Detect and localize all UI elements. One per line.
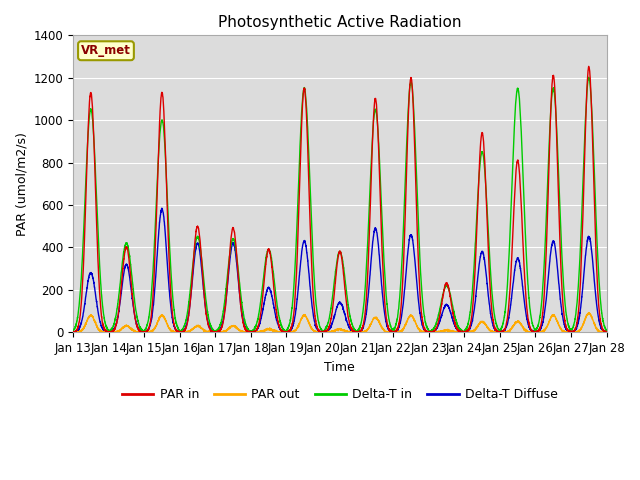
Text: VR_met: VR_met bbox=[81, 44, 131, 57]
Y-axis label: PAR (umol/m2/s): PAR (umol/m2/s) bbox=[15, 132, 28, 236]
Legend: PAR in, PAR out, Delta-T in, Delta-T Diffuse: PAR in, PAR out, Delta-T in, Delta-T Dif… bbox=[117, 383, 563, 406]
X-axis label: Time: Time bbox=[324, 360, 355, 373]
Title: Photosynthetic Active Radiation: Photosynthetic Active Radiation bbox=[218, 15, 461, 30]
